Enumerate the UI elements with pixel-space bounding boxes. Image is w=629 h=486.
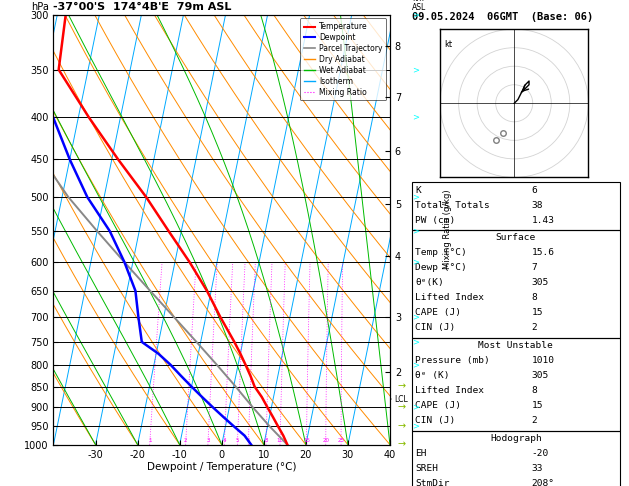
Text: 33: 33 bbox=[532, 464, 543, 473]
Y-axis label: Mixing Ratio (g/kg): Mixing Ratio (g/kg) bbox=[443, 190, 452, 269]
Text: 305: 305 bbox=[532, 371, 548, 380]
Text: >: > bbox=[411, 10, 419, 19]
Text: >: > bbox=[411, 113, 419, 122]
Text: 15.6: 15.6 bbox=[532, 248, 555, 257]
Text: km
ASL: km ASL bbox=[412, 0, 426, 13]
Text: 2: 2 bbox=[532, 323, 537, 332]
Text: 3: 3 bbox=[206, 437, 209, 443]
Text: hPa: hPa bbox=[31, 2, 50, 13]
Text: >: > bbox=[411, 422, 419, 431]
Text: 09.05.2024  06GMT  (Base: 06): 09.05.2024 06GMT (Base: 06) bbox=[412, 12, 593, 22]
X-axis label: Dewpoint / Temperature (°C): Dewpoint / Temperature (°C) bbox=[147, 462, 296, 472]
Text: StmDir: StmDir bbox=[415, 479, 450, 486]
Text: 8: 8 bbox=[532, 386, 537, 395]
Text: >: > bbox=[411, 65, 419, 74]
Text: →: → bbox=[398, 421, 406, 432]
Text: 1: 1 bbox=[148, 437, 152, 443]
Text: 15: 15 bbox=[532, 308, 543, 317]
Text: →: → bbox=[398, 382, 406, 392]
Text: Surface: Surface bbox=[496, 233, 536, 242]
Text: >: > bbox=[411, 313, 419, 322]
Text: LCL: LCL bbox=[394, 395, 408, 403]
Text: 15: 15 bbox=[303, 437, 310, 443]
Text: →: → bbox=[398, 402, 406, 412]
Text: 2: 2 bbox=[184, 437, 187, 443]
Text: CAPE (J): CAPE (J) bbox=[415, 308, 461, 317]
Text: Most Unstable: Most Unstable bbox=[479, 341, 553, 350]
Text: 5: 5 bbox=[236, 437, 239, 443]
Text: EH: EH bbox=[415, 449, 426, 458]
Text: Lifted Index: Lifted Index bbox=[415, 293, 484, 302]
Text: CAPE (J): CAPE (J) bbox=[415, 401, 461, 410]
Text: 25: 25 bbox=[338, 437, 345, 443]
Text: >: > bbox=[411, 361, 419, 369]
Text: Pressure (mb): Pressure (mb) bbox=[415, 356, 490, 365]
Text: →: → bbox=[398, 440, 406, 450]
Text: 1010: 1010 bbox=[532, 356, 555, 365]
Text: 38: 38 bbox=[532, 201, 543, 210]
Text: 8: 8 bbox=[532, 293, 537, 302]
Text: >: > bbox=[411, 402, 419, 412]
Text: 305: 305 bbox=[532, 278, 548, 287]
Text: -20: -20 bbox=[532, 449, 548, 458]
Text: 4: 4 bbox=[223, 437, 226, 443]
Text: -37°00'S  174°4B'E  79m ASL: -37°00'S 174°4B'E 79m ASL bbox=[53, 2, 232, 13]
Text: 10: 10 bbox=[277, 437, 284, 443]
Text: SREH: SREH bbox=[415, 464, 438, 473]
Text: Lifted Index: Lifted Index bbox=[415, 386, 484, 395]
Text: PW (cm): PW (cm) bbox=[415, 216, 455, 226]
Text: θᵉ(K): θᵉ(K) bbox=[415, 278, 444, 287]
Text: >: > bbox=[411, 258, 419, 267]
Text: kt: kt bbox=[444, 40, 452, 49]
Text: 20: 20 bbox=[322, 437, 329, 443]
Legend: Temperature, Dewpoint, Parcel Trajectory, Dry Adiabat, Wet Adiabat, Isotherm, Mi: Temperature, Dewpoint, Parcel Trajectory… bbox=[300, 18, 386, 101]
Text: CIN (J): CIN (J) bbox=[415, 323, 455, 332]
Text: Temp (°C): Temp (°C) bbox=[415, 248, 467, 257]
Text: θᵉ (K): θᵉ (K) bbox=[415, 371, 450, 380]
Text: 208°: 208° bbox=[532, 479, 555, 486]
Text: 7: 7 bbox=[532, 263, 537, 272]
Text: Totals Totals: Totals Totals bbox=[415, 201, 490, 210]
Text: >: > bbox=[411, 226, 419, 236]
Text: CIN (J): CIN (J) bbox=[415, 416, 455, 425]
Text: Hodograph: Hodograph bbox=[490, 434, 542, 443]
Text: >: > bbox=[411, 192, 419, 202]
Text: 6: 6 bbox=[532, 186, 537, 195]
Text: 6: 6 bbox=[247, 437, 250, 443]
Text: 1.43: 1.43 bbox=[532, 216, 555, 226]
Text: 8: 8 bbox=[264, 437, 268, 443]
Text: 2: 2 bbox=[532, 416, 537, 425]
Text: Dewp (°C): Dewp (°C) bbox=[415, 263, 467, 272]
Text: K: K bbox=[415, 186, 421, 195]
Text: >: > bbox=[411, 337, 419, 347]
Text: 15: 15 bbox=[532, 401, 543, 410]
